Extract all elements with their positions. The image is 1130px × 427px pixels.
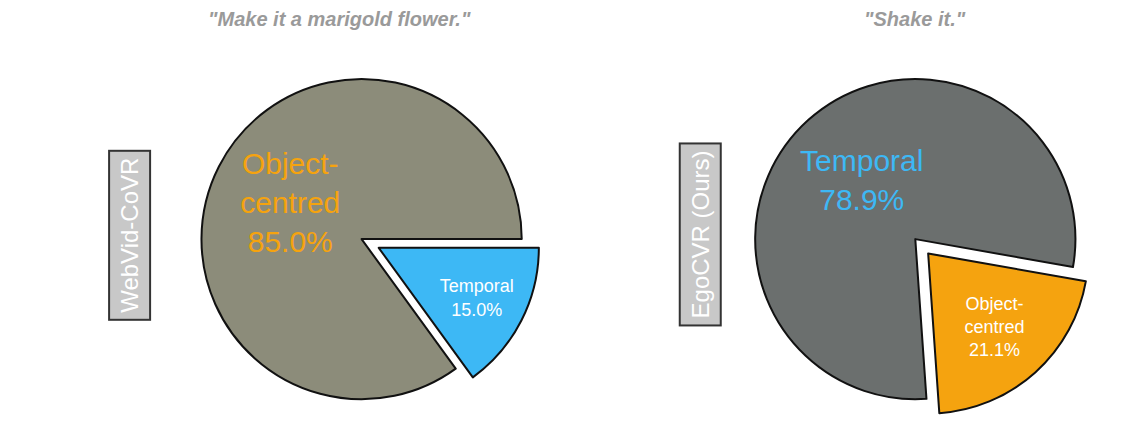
svg-text:Temporal15.0%: Temporal15.0% [440, 276, 514, 319]
svg-text:WebVid-CoVR: WebVid-CoVR [116, 158, 143, 313]
svg-text:"Shake it.": "Shake it." [864, 8, 966, 30]
svg-text:EgoCVR (Ours): EgoCVR (Ours) [687, 150, 714, 318]
svg-text:Object-centred85.0%: Object-centred85.0% [240, 147, 340, 258]
svg-text:Object-centred21.1%: Object-centred21.1% [964, 294, 1024, 361]
svg-text:Temporal78.9%: Temporal78.9% [800, 144, 923, 216]
svg-text:"Make it a marigold flower.": "Make it a marigold flower." [208, 8, 471, 30]
